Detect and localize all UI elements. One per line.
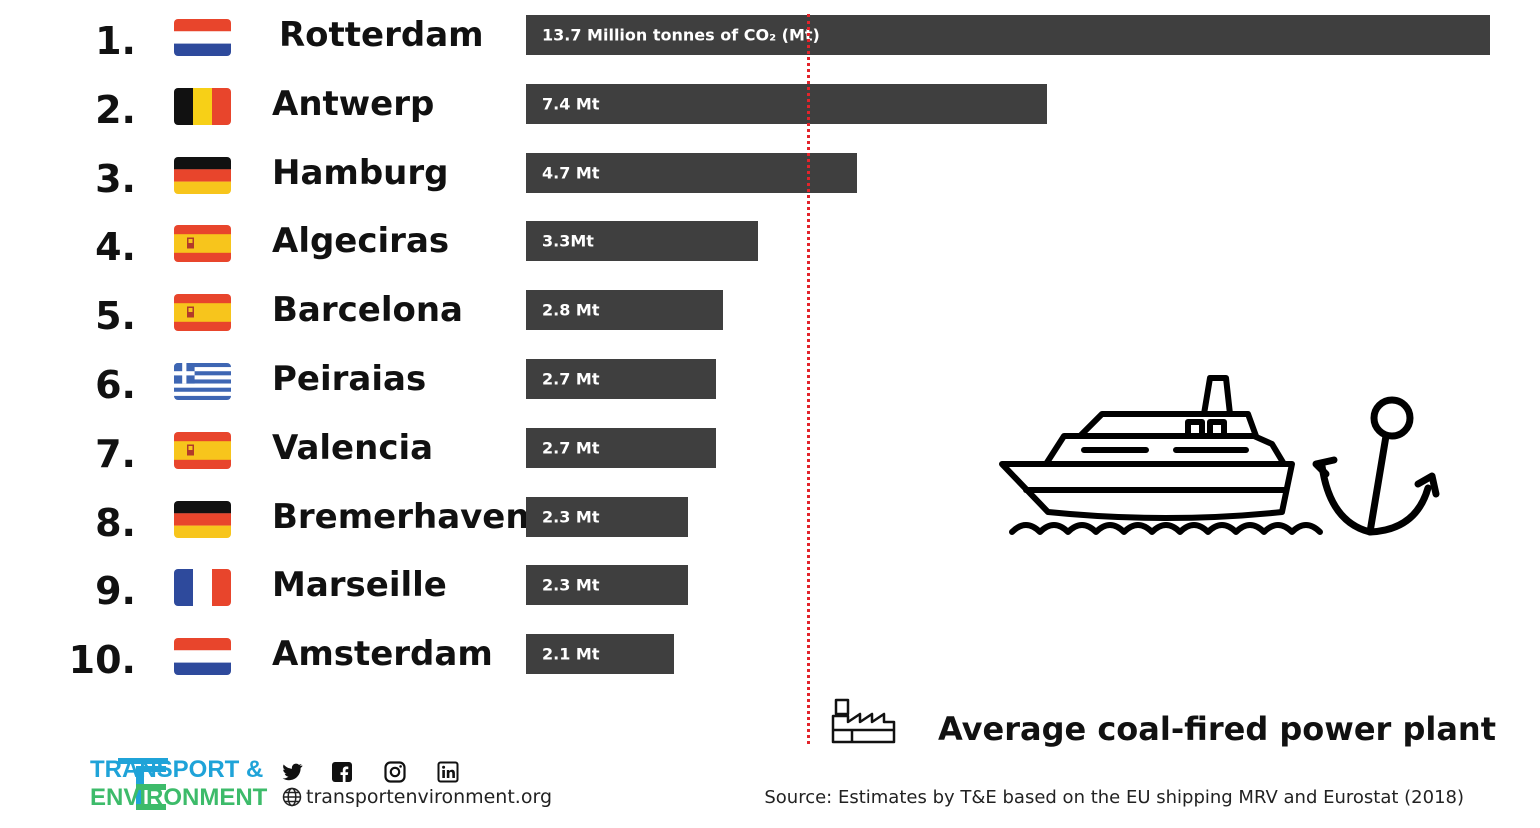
flag-belgium-icon xyxy=(174,87,231,125)
bar-value-label: 2.8 Mt xyxy=(542,300,600,320)
website-url: transportenvironment.org xyxy=(306,786,552,808)
twitter-icon[interactable] xyxy=(280,760,304,784)
bar: 2.3 Mt xyxy=(526,565,688,606)
org-name-line2: ENVIRONMENT xyxy=(90,784,268,811)
bar: 2.1 Mt xyxy=(526,634,674,675)
source-note: Source: Estimates by T&E based on the EU… xyxy=(764,787,1464,808)
factory-icon xyxy=(831,698,896,744)
port-label: Marseille xyxy=(272,565,447,606)
flag-spain-icon xyxy=(174,431,231,469)
globe-icon xyxy=(282,787,302,807)
bar: 3.3Mt xyxy=(526,221,758,262)
org-name-line1: TRANSPORT & xyxy=(90,756,264,783)
bar: 2.7 Mt xyxy=(526,427,716,468)
rank-label: 1. xyxy=(95,19,136,63)
linkedin-icon[interactable] xyxy=(436,760,460,784)
flag-france-icon xyxy=(174,569,231,607)
port-label: Antwerp xyxy=(272,83,435,124)
instagram-icon[interactable] xyxy=(383,760,407,784)
rank-label: 6. xyxy=(95,363,136,407)
bar-value-label: 2.1 Mt xyxy=(542,644,600,664)
anchor-icon xyxy=(1312,396,1440,536)
bar-value-label: 3.3Mt xyxy=(542,231,594,251)
rank-label: 10. xyxy=(68,638,136,683)
flag-spain-icon xyxy=(174,294,231,332)
bar-value-label: 4.7 Mt xyxy=(542,163,600,183)
rank-label: 5. xyxy=(95,294,136,339)
port-label: Bremerhaven xyxy=(272,496,530,537)
reference-line xyxy=(807,14,810,744)
bar: 7.4 Mt xyxy=(526,83,1047,124)
flag-germany-icon xyxy=(174,500,231,538)
bar-value-label: 7.4 Mt xyxy=(542,94,600,114)
bar-value-label: 2.7 Mt xyxy=(542,438,600,458)
flag-netherlands-icon xyxy=(174,638,231,676)
bar-value-label: 2.7 Mt xyxy=(542,369,600,389)
bar: 13.7 Million tonnes of CO₂ (Mt) xyxy=(526,15,1490,55)
rank-label: 7. xyxy=(95,431,136,476)
port-label: Barcelona xyxy=(272,290,464,331)
bar: 4.7 Mt xyxy=(526,152,857,193)
port-label: Valencia xyxy=(272,427,434,468)
bar: 2.7 Mt xyxy=(526,359,716,399)
port-label: Rotterdam xyxy=(279,15,484,55)
rank-label: 4. xyxy=(95,225,136,270)
ship-icon xyxy=(999,375,1323,535)
port-label: Amsterdam xyxy=(272,634,493,675)
reference-line-label: Average coal-fired power plant xyxy=(938,710,1496,748)
rank-label: 8. xyxy=(95,500,136,545)
bar: 2.8 Mt xyxy=(526,290,723,331)
bar-value-label: 13.7 Million tonnes of CO₂ (Mt) xyxy=(542,25,820,45)
bar-value-label: 2.3 Mt xyxy=(542,507,600,527)
ship-anchor-illustration xyxy=(999,375,1440,536)
bar: 2.3 Mt xyxy=(526,496,688,537)
flag-netherlands-icon xyxy=(174,19,231,56)
flag-greece-icon xyxy=(174,363,231,400)
port-label: Algeciras xyxy=(272,221,450,262)
rank-label: 3. xyxy=(95,156,136,201)
port-label: Hamburg xyxy=(272,152,449,193)
rank-label: 9. xyxy=(95,569,136,614)
port-label: Peiraias xyxy=(272,359,427,399)
rank-label: 2. xyxy=(95,87,136,132)
te-logo xyxy=(118,758,168,810)
bar-value-label: 2.3 Mt xyxy=(542,575,600,595)
flag-germany-icon xyxy=(174,156,231,194)
flag-spain-icon xyxy=(174,225,231,263)
facebook-icon[interactable] xyxy=(330,760,354,784)
website-link[interactable]: transportenvironment.org xyxy=(282,786,552,808)
